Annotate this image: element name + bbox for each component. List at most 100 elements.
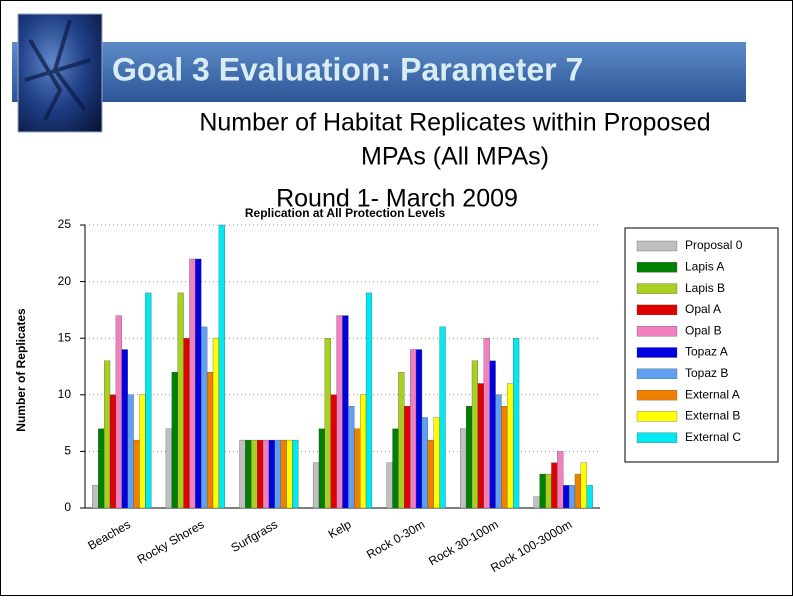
legend-label: Opal A (685, 302, 721, 316)
bar (551, 463, 557, 508)
legend-label: Lapis A (685, 259, 724, 273)
bar (128, 395, 134, 508)
y-tick-label: 10 (58, 387, 72, 401)
legend-swatch (637, 433, 677, 443)
y-axis-label: Number of Replicates (14, 308, 28, 432)
bar (251, 440, 257, 508)
y-tick-label: 0 (64, 500, 71, 514)
bar (410, 350, 416, 508)
bar (428, 440, 434, 508)
bar (269, 440, 275, 508)
bar (587, 485, 593, 508)
bar (116, 316, 122, 508)
bar (496, 395, 502, 508)
bar (366, 293, 372, 508)
bar (263, 440, 269, 508)
bar (122, 350, 128, 508)
bar (325, 338, 331, 508)
bar (398, 372, 404, 508)
legend-label: Topaz A (685, 345, 728, 359)
bar (275, 440, 281, 508)
y-tick-label: 15 (58, 330, 72, 344)
legend-swatch (637, 390, 677, 400)
slide: Goal 3 Evaluation: Parameter 7 Replicati… (0, 0, 793, 596)
y-tick-label: 5 (64, 444, 71, 458)
subtitle-line: MPAs (All MPAs) (361, 143, 549, 171)
bar (513, 338, 519, 508)
bar (484, 338, 490, 508)
bar (501, 406, 507, 508)
bar (466, 406, 472, 508)
bar (472, 361, 478, 508)
legend-label: Opal B (685, 323, 722, 337)
bar (139, 395, 145, 508)
bar (184, 338, 190, 508)
page: {"slide": {"title": "Goal 3 Evaluation: … (0, 0, 793, 596)
bar (110, 395, 116, 508)
bar (478, 383, 484, 508)
slide-title: Goal 3 Evaluation: Parameter 7 (112, 51, 583, 87)
bar (219, 225, 225, 508)
legend-swatch (637, 348, 677, 358)
bar (490, 361, 496, 508)
bar (213, 338, 219, 508)
legend-swatch (637, 305, 677, 315)
bar (92, 485, 98, 508)
bar (195, 259, 201, 508)
legend-swatch (637, 326, 677, 336)
bar (145, 293, 151, 508)
legend-label: Topaz B (685, 366, 728, 380)
bar (319, 429, 325, 508)
bar (569, 485, 575, 508)
bar (189, 259, 195, 508)
bar (281, 440, 287, 508)
bar (337, 316, 343, 508)
legend-swatch (637, 284, 677, 294)
bar (460, 429, 466, 508)
bar (134, 440, 140, 508)
legend-label: External B (685, 409, 740, 423)
legend-swatch (637, 241, 677, 251)
legend-swatch (637, 369, 677, 379)
bar (434, 417, 440, 508)
bar (313, 463, 319, 508)
bar (98, 429, 104, 508)
bar (343, 316, 349, 508)
bar (393, 429, 399, 508)
bar (546, 474, 552, 508)
bar (172, 372, 178, 508)
subtitle-line: Number of Habitat Replicates within Prop… (199, 109, 710, 137)
legend-swatch (637, 411, 677, 421)
bar (440, 327, 446, 508)
subtitle-line: Round 1- March 2009 (276, 185, 518, 213)
y-tick-label: 25 (58, 217, 72, 231)
bar (360, 395, 366, 508)
bar (404, 406, 410, 508)
bar (348, 406, 354, 508)
bar (287, 440, 293, 508)
bar (575, 474, 581, 508)
bar (534, 497, 540, 508)
bar (581, 463, 587, 508)
bar (540, 474, 546, 508)
legend-label: External A (685, 387, 740, 401)
bar (207, 372, 213, 508)
bar (563, 485, 569, 508)
bar (507, 383, 513, 508)
legend-label: Lapis B (685, 281, 725, 295)
bar (257, 440, 263, 508)
bar (422, 417, 428, 508)
legend-label: External C (685, 430, 741, 444)
bar (331, 395, 337, 508)
bar (166, 429, 172, 508)
bar (354, 429, 360, 508)
bar (292, 440, 298, 508)
decor-image (18, 14, 102, 132)
bar (557, 451, 563, 508)
legend-swatch (637, 262, 677, 272)
bar (240, 440, 246, 508)
y-tick-label: 20 (58, 274, 72, 288)
bar (416, 350, 422, 508)
bar (201, 327, 207, 508)
legend-label: Proposal 0 (685, 238, 743, 252)
